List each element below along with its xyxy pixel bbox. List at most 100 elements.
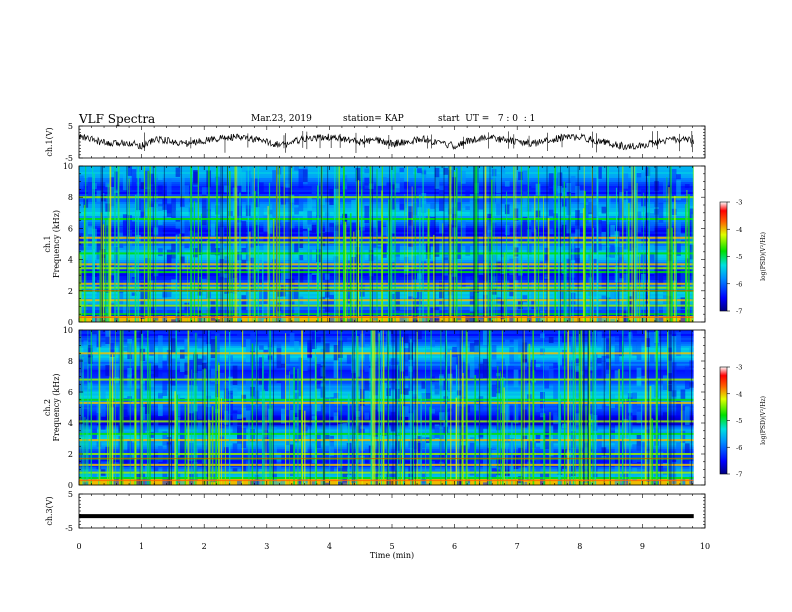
spec-noise	[684, 460, 690, 466]
spec-row	[79, 208, 694, 211]
spec-noise	[627, 271, 633, 283]
spec-noise	[276, 343, 282, 361]
spec-noise	[171, 294, 176, 304]
colorbar-1	[719, 201, 728, 312]
spec-noise	[636, 256, 642, 268]
spec-noise	[294, 284, 299, 299]
spec-noise	[184, 240, 190, 249]
spec-noise	[232, 443, 238, 454]
spec-noise	[421, 437, 427, 448]
spec-noise	[478, 301, 484, 319]
spec-noise	[526, 267, 532, 283]
spec-noise	[285, 261, 291, 279]
spec-band	[79, 286, 694, 289]
spec-noise	[333, 199, 339, 220]
spec-noise	[399, 341, 405, 345]
spec-noise	[364, 443, 370, 448]
spec-noise	[351, 466, 356, 483]
spec-noise	[544, 473, 550, 478]
spec-noise	[469, 437, 475, 458]
spec-row	[79, 222, 694, 225]
spec-noise	[149, 173, 154, 185]
spec-noise	[597, 272, 602, 283]
spectrogram-2	[79, 330, 705, 486]
spec-row	[79, 411, 694, 414]
spec-noise	[575, 225, 580, 238]
spec-row	[79, 415, 694, 418]
spec-noise	[614, 440, 620, 456]
spec-noise	[114, 379, 119, 400]
spec-noise	[162, 360, 168, 373]
spec-noise	[377, 220, 383, 236]
spec-noise	[689, 245, 695, 260]
spec-noise	[522, 435, 528, 440]
spec-noise	[158, 206, 163, 225]
spec-noise	[597, 357, 602, 364]
spec-noise	[100, 415, 106, 430]
spec-noise	[311, 225, 317, 234]
spec-noise	[307, 220, 313, 231]
spec-noise	[149, 379, 154, 387]
spec-noise	[575, 366, 580, 372]
spec-noise	[316, 363, 321, 385]
spec-noise	[83, 352, 89, 369]
spec-noise	[272, 307, 277, 315]
spec-noise	[632, 467, 637, 481]
spec-noise	[83, 345, 89, 350]
spec-noise	[636, 377, 642, 387]
spec-noise	[131, 442, 137, 452]
spec-noise	[311, 186, 317, 200]
spec-noise	[320, 272, 326, 278]
spec-noise	[614, 351, 620, 365]
spec-row	[79, 220, 694, 223]
spec-band	[79, 236, 694, 239]
spec-noise	[553, 362, 558, 368]
spec-noise	[311, 416, 317, 437]
spec-noise	[645, 334, 651, 347]
spec-noise	[649, 388, 655, 399]
spec-noise	[522, 342, 528, 362]
spec-noise	[241, 248, 247, 253]
spec-noise	[364, 205, 370, 223]
spec-noise	[338, 237, 343, 244]
spec-noise	[509, 273, 514, 279]
spec-noise	[342, 423, 348, 437]
y-axis-label: ch.3(V)	[45, 496, 54, 525]
spec-noise	[597, 331, 602, 347]
spec-noise	[395, 339, 400, 352]
spec-noise	[395, 243, 400, 257]
x-tick-label: 0	[76, 542, 81, 551]
spec-noise	[601, 295, 607, 313]
spec-noise	[540, 348, 545, 356]
spec-noise	[351, 384, 356, 388]
spec-noise	[324, 434, 330, 441]
spec-noise	[434, 376, 440, 389]
spec-noise	[175, 233, 181, 255]
spec-noise	[557, 172, 563, 189]
spec-noise	[645, 220, 651, 232]
spec-noise	[610, 291, 615, 307]
spec-noise	[210, 300, 216, 321]
spec-noise	[680, 480, 686, 485]
spec-noise	[425, 376, 431, 395]
spec-row	[79, 333, 694, 337]
spec-noise	[377, 440, 383, 459]
spec-noise	[592, 289, 598, 297]
spec-noise	[289, 369, 295, 375]
spec-noise	[105, 336, 111, 344]
spec-row	[79, 330, 694, 333]
spec-noise	[263, 373, 269, 391]
colorbar-tick-label: -5	[736, 417, 742, 425]
spec-noise	[676, 242, 681, 256]
spec-noise	[461, 221, 466, 238]
spec-noise	[158, 392, 163, 399]
spec-noise	[610, 318, 615, 322]
spec-noise	[96, 240, 102, 260]
spec-noise	[417, 443, 422, 452]
spec-noise	[654, 181, 659, 191]
spec-noise	[215, 384, 220, 398]
spec-noise	[531, 182, 536, 188]
spec-noise	[338, 224, 343, 237]
spec-noise	[482, 459, 488, 478]
spec-noise	[522, 467, 528, 480]
